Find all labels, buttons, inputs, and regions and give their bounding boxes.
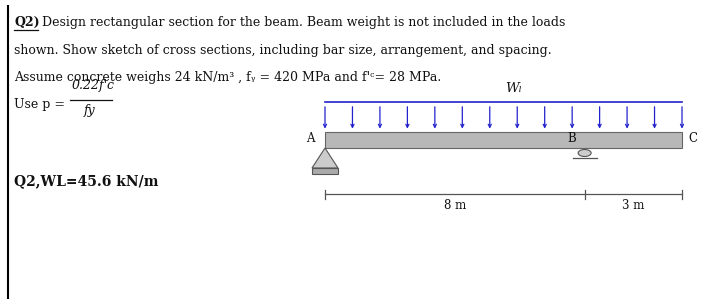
Text: Q2): Q2): [14, 16, 40, 29]
Polygon shape: [312, 148, 338, 168]
Text: 3 m: 3 m: [622, 199, 644, 212]
Text: Use p =: Use p =: [14, 98, 65, 111]
Ellipse shape: [578, 150, 591, 157]
Text: B: B: [567, 132, 575, 145]
Text: 0.22f'c: 0.22f'c: [72, 79, 115, 92]
Text: shown. Show sketch of cross sections, including bar size, arrangement, and spaci: shown. Show sketch of cross sections, in…: [14, 44, 552, 57]
Text: A: A: [307, 132, 315, 145]
Text: Wₗ: Wₗ: [505, 82, 522, 95]
Text: C: C: [688, 132, 697, 145]
Bar: [312, 168, 338, 174]
Text: 8 m: 8 m: [444, 199, 466, 212]
Text: fy: fy: [84, 104, 96, 117]
Bar: [325, 132, 682, 148]
Text: Q2,WL=45.6 kN/m: Q2,WL=45.6 kN/m: [14, 174, 158, 188]
Text: Design rectangular section for the beam. Beam weight is not included in the load: Design rectangular section for the beam.…: [38, 16, 565, 29]
Text: Assume concrete weighs 24 kN/m³ , fᵧ = 420 MPa and f'ᶜ= 28 MPa.: Assume concrete weighs 24 kN/m³ , fᵧ = 4…: [14, 71, 441, 84]
